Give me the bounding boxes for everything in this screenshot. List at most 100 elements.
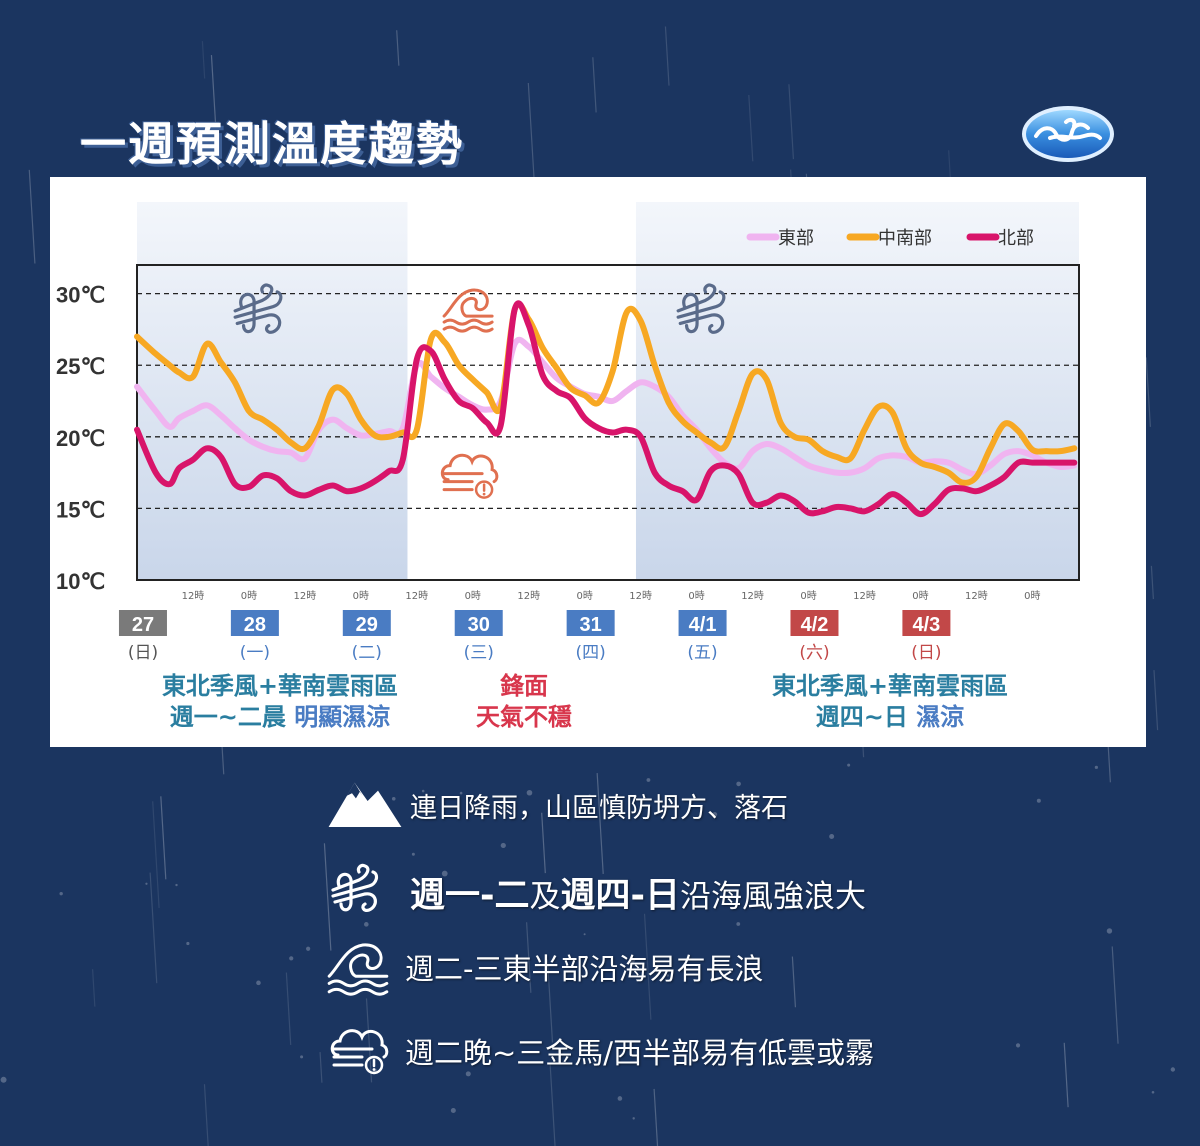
rain-dot [500, 842, 506, 849]
raindrop [365, 998, 373, 1083]
weekday-label: (二) [352, 643, 382, 663]
rain-dot [459, 791, 463, 795]
x-tick-label: 12時 [294, 590, 317, 602]
x-tick-label: 12時 [741, 590, 764, 602]
raindrop [596, 773, 604, 874]
raindrop [592, 57, 597, 113]
date-label: 4/2 [801, 614, 829, 636]
rain-dot [666, 974, 669, 977]
rain-dot [441, 870, 448, 877]
rain-dot [186, 941, 190, 946]
rain-dot [1151, 1090, 1155, 1094]
page-title: 一週預測溫度趨勢 [80, 117, 464, 171]
raindrop [549, 1063, 556, 1146]
date-box [118, 610, 167, 636]
plot-frame [136, 264, 1080, 581]
legend-label: 北部 [998, 228, 1034, 249]
x-tick-label: 0時 [800, 590, 816, 602]
rain-dot [588, 794, 591, 797]
series-line-south_central [134, 300, 1078, 486]
legend-label: 東部 [778, 228, 814, 249]
weekday-label: (一) [240, 643, 270, 663]
x-tick-label: 12時 [517, 590, 540, 602]
raindrop [788, 84, 795, 160]
raindrop [396, 30, 400, 66]
raindrop [319, 1052, 323, 1083]
rain-dot [391, 796, 396, 801]
x-tick-label: 0時 [576, 590, 592, 602]
raindrop [1150, 565, 1154, 600]
series-line-north [134, 300, 1078, 518]
rain-dot [736, 922, 741, 926]
raindrop [664, 26, 670, 86]
rain-dot [1036, 798, 1041, 803]
y-tick-label: 10℃ [56, 569, 105, 594]
rain-dot [450, 1108, 456, 1114]
raindrop [653, 1088, 659, 1146]
rain-dot [712, 812, 718, 817]
raindrop [643, 913, 652, 1020]
temperature-chart: 30℃ 25℃ 20℃ 15℃ 10℃ 12時 0時 12時 0時 12時 0時 12時 0時 12時 0時… [56, 202, 1080, 731]
rain-dot [372, 1068, 377, 1073]
x-tick-label: 12時 [965, 590, 988, 602]
date-label: 27 [132, 614, 154, 636]
raindrop [285, 972, 292, 1045]
y-tick-label: 20℃ [56, 426, 105, 451]
rain-dot [0, 1076, 7, 1083]
x-tick-label: 0時 [353, 590, 369, 602]
weekday-label: (四) [576, 643, 606, 663]
date-label: 29 [356, 614, 378, 636]
weather-bureau-logo [1022, 106, 1114, 162]
y-tick-label: 30℃ [56, 283, 105, 308]
weekday-label: (日) [911, 643, 941, 663]
raindrop [203, 1084, 209, 1146]
wave-icon [442, 288, 494, 333]
chart-panel: 30℃ 25℃ 20℃ 15℃ 10℃ 12時 0時 12時 0時 12時 0時 12時 0時 12時 0時… [50, 177, 1146, 747]
date-box [454, 610, 503, 636]
shaded-band [137, 202, 408, 580]
rain-dot [736, 781, 741, 787]
weekday-label: (五) [687, 643, 717, 663]
date-label: 4/1 [689, 614, 717, 636]
rain-dot [1106, 928, 1113, 934]
date-box [342, 610, 391, 636]
rain-dot [175, 883, 178, 887]
date-label: 30 [468, 614, 490, 636]
x-tick-label: 0時 [465, 590, 481, 602]
y-tick-label: 25℃ [56, 354, 105, 379]
date-label: 28 [244, 614, 266, 636]
raindrop [152, 801, 160, 908]
date-box [230, 610, 279, 636]
weekday-label: (六) [799, 643, 829, 663]
rain-dot [1170, 1067, 1176, 1072]
annotation-left-line2: 週一~二晨 明顯濕涼 [170, 703, 390, 731]
rain-dot [145, 882, 148, 885]
x-tick-label: 0時 [688, 590, 704, 602]
x-tick-label: 12時 [182, 590, 205, 602]
legend-label: 中南部 [878, 228, 932, 249]
rain-dot [1094, 765, 1098, 769]
annotation-right-line1: 東北季風+華南雲雨區 [772, 672, 1008, 700]
date-box [566, 610, 615, 636]
raindrop [1153, 670, 1159, 731]
rain-dot [632, 1117, 635, 1120]
raindrop [541, 812, 546, 874]
date-box [902, 610, 951, 636]
x-tick-label: 0時 [1024, 590, 1040, 602]
date-box [678, 610, 727, 636]
raindrop [149, 872, 158, 984]
rain-dot [421, 789, 425, 793]
rain-dot [426, 1039, 431, 1044]
x-tick-label: 0時 [241, 590, 257, 602]
date-label: 4/3 [912, 614, 940, 636]
date-label: 31 [580, 614, 602, 636]
rain-dot [630, 958, 635, 963]
weekday-label: (三) [464, 643, 494, 663]
date-box [790, 610, 839, 636]
raindrop [1111, 946, 1119, 1044]
annotation-left-line1: 東北季風+華南雲雨區 [162, 672, 398, 700]
rain-dot [583, 933, 586, 936]
raindrop [323, 843, 332, 951]
shaded-band [635, 202, 1079, 580]
raindrop [1145, 357, 1151, 427]
